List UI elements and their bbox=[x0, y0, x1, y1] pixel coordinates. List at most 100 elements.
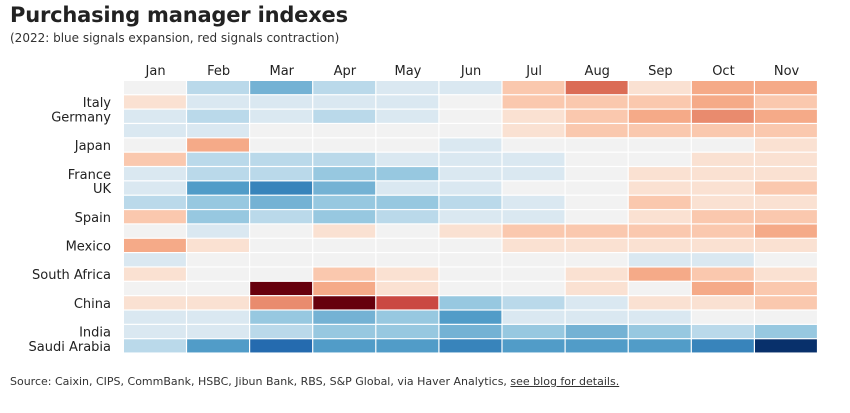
heatmap-cell bbox=[691, 138, 754, 152]
heatmap-cell bbox=[502, 224, 565, 238]
heatmap-cell bbox=[313, 224, 376, 238]
heatmap-cell bbox=[628, 152, 691, 166]
heatmap-cell bbox=[628, 224, 691, 238]
heatmap-cell bbox=[439, 339, 502, 353]
heatmap-cell bbox=[691, 195, 754, 209]
column-label-aug: Aug bbox=[585, 64, 610, 79]
heatmap-cell bbox=[250, 210, 313, 224]
heatmap-cell bbox=[755, 267, 817, 281]
heatmap-cell bbox=[187, 195, 249, 209]
heatmap-cell bbox=[628, 267, 691, 281]
heatmap-cell bbox=[187, 167, 249, 181]
heatmap-cell bbox=[691, 267, 754, 281]
heatmap-cell bbox=[124, 152, 186, 166]
heatmap-cell bbox=[376, 267, 439, 281]
heatmap-cell bbox=[691, 224, 754, 238]
heatmap-cell bbox=[628, 310, 691, 324]
heatmap-cell bbox=[187, 210, 249, 224]
heatmap-cell bbox=[565, 310, 628, 324]
heatmap-cell bbox=[376, 324, 439, 339]
heatmap-cell bbox=[628, 95, 691, 109]
heatmap-cell bbox=[439, 181, 502, 195]
heatmap-cell bbox=[565, 267, 628, 281]
heatmap-cell bbox=[124, 195, 186, 209]
heatmap-cell bbox=[628, 281, 691, 296]
row-label-china: China bbox=[74, 297, 111, 312]
heatmap-cell bbox=[755, 167, 817, 181]
heatmap-cell bbox=[439, 195, 502, 209]
heatmap-cell bbox=[502, 81, 565, 95]
column-label-sep: Sep bbox=[648, 64, 673, 79]
heatmap-cell bbox=[502, 310, 565, 324]
heatmap-cell bbox=[313, 167, 376, 181]
heatmap-cell bbox=[250, 339, 313, 353]
heatmap-cell bbox=[376, 138, 439, 152]
heatmap-cell bbox=[250, 253, 313, 267]
heatmap-cell bbox=[565, 109, 628, 123]
heatmap-cell bbox=[628, 138, 691, 152]
heatmap-cell bbox=[187, 138, 249, 152]
heatmap-cell bbox=[187, 109, 249, 123]
heatmap-cell bbox=[502, 267, 565, 281]
heatmap-cell bbox=[439, 281, 502, 296]
heatmap-cell bbox=[439, 224, 502, 238]
heatmap-cell bbox=[313, 152, 376, 166]
row-label-france: France bbox=[68, 168, 111, 183]
heatmap-cell bbox=[565, 253, 628, 267]
heatmap-cell bbox=[250, 95, 313, 109]
heatmap-cell bbox=[755, 281, 817, 296]
heatmap-cell bbox=[628, 324, 691, 339]
heatmap-cell bbox=[124, 253, 186, 267]
heatmap-cell bbox=[187, 267, 249, 281]
column-label-mar: Mar bbox=[269, 64, 294, 79]
heatmap-cell bbox=[187, 281, 249, 296]
heatmap-cell bbox=[439, 109, 502, 123]
column-label-jul: Jul bbox=[525, 64, 542, 79]
heatmap-cell bbox=[187, 224, 249, 238]
heatmap-cell bbox=[250, 181, 313, 195]
heatmap-cell bbox=[313, 310, 376, 324]
heatmap-cell bbox=[691, 210, 754, 224]
heatmap-cell bbox=[187, 95, 249, 109]
heatmap-cell bbox=[250, 195, 313, 209]
heatmap-cell bbox=[439, 296, 502, 310]
heatmap-cell bbox=[187, 124, 249, 138]
blog-link[interactable]: see blog for details. bbox=[510, 375, 620, 388]
heatmap-cell bbox=[628, 195, 691, 209]
column-label-jun: Jun bbox=[460, 64, 481, 79]
heatmap-cell bbox=[502, 152, 565, 166]
heatmap-cell bbox=[250, 81, 313, 95]
heatmap-cell bbox=[313, 195, 376, 209]
row-label-mexico: Mexico bbox=[66, 240, 111, 255]
heatmap-cell bbox=[691, 310, 754, 324]
heatmap-cell bbox=[691, 152, 754, 166]
heatmap-cell bbox=[250, 109, 313, 123]
row-label-japan: Japan bbox=[74, 139, 111, 154]
heatmap-cell bbox=[124, 224, 186, 238]
heatmap-cell bbox=[187, 296, 249, 310]
heatmap-cell bbox=[565, 152, 628, 166]
heatmap-cell bbox=[439, 310, 502, 324]
column-label-apr: Apr bbox=[334, 64, 357, 79]
heatmap-cell bbox=[755, 238, 817, 252]
heatmap-cell bbox=[502, 167, 565, 181]
heatmap-cell bbox=[691, 253, 754, 267]
heatmap-cell bbox=[628, 253, 691, 267]
heatmap-cell bbox=[439, 210, 502, 224]
heatmap-cell bbox=[565, 181, 628, 195]
heatmap-cell bbox=[439, 138, 502, 152]
heatmap-cell bbox=[755, 124, 817, 138]
heatmap-cell bbox=[755, 138, 817, 152]
heatmap-cell bbox=[565, 95, 628, 109]
heatmap-cell bbox=[439, 267, 502, 281]
heatmap-cell bbox=[250, 124, 313, 138]
heatmap-cell bbox=[376, 224, 439, 238]
heatmap-cell bbox=[376, 181, 439, 195]
heatmap-cell bbox=[187, 81, 249, 95]
heatmap-cell bbox=[250, 138, 313, 152]
heatmap-cell bbox=[502, 253, 565, 267]
heatmap-cell bbox=[124, 324, 186, 339]
heatmap-cell bbox=[250, 281, 313, 296]
heatmap-cell bbox=[313, 124, 376, 138]
